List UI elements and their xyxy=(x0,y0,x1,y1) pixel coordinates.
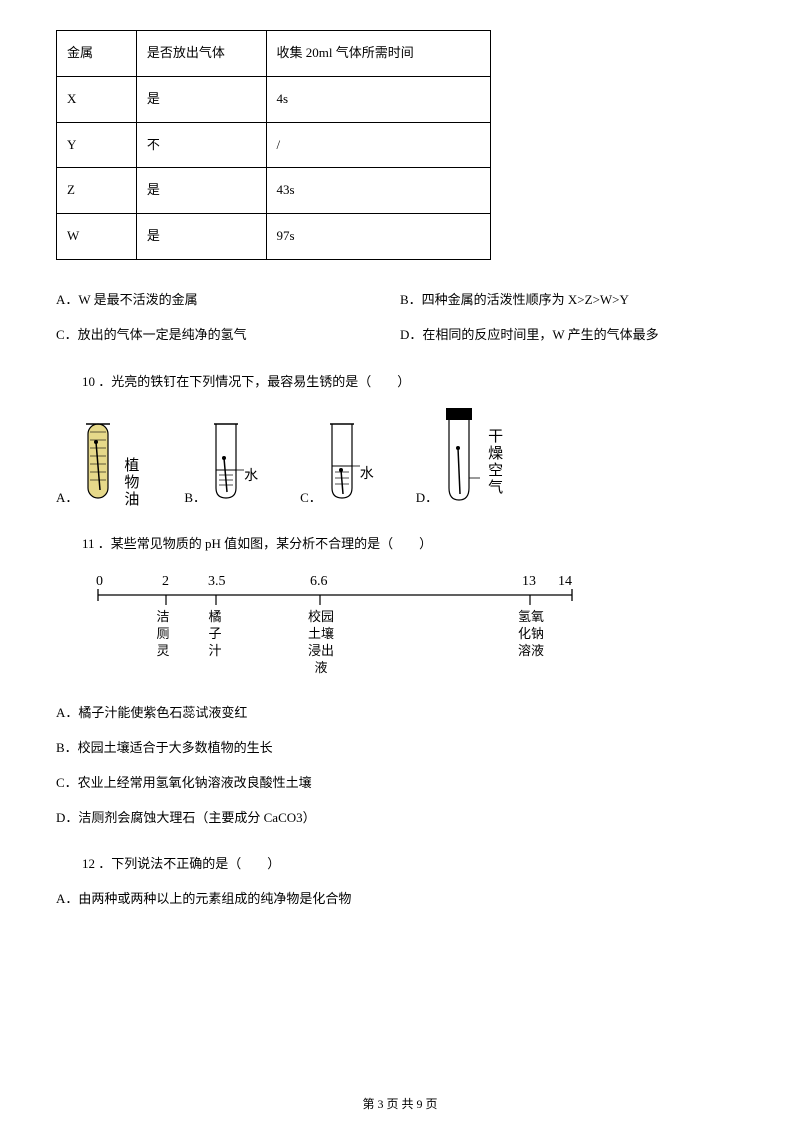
ph-label-naoh: 氢氧化钠溶液 xyxy=(510,609,552,660)
th-gas: 是否放出气体 xyxy=(136,31,266,77)
q10-images: A． 植物油 B． 水 xyxy=(56,408,744,508)
q10-label-c: C． xyxy=(300,488,322,509)
q10-d-side-label: 干燥空气 xyxy=(482,428,506,496)
table-row: X 是 4s xyxy=(57,76,491,122)
ph-labels-row: 洁厕灵 橘子汁 校园土壤浸出液 氢氧化钠溶液 xyxy=(96,609,576,689)
q9-option-c: C．放出的气体一定是纯净的氢气 xyxy=(56,325,400,346)
ph-label-orange: 橘子汁 xyxy=(206,609,224,660)
ph-label-soil: 校园土壤浸出液 xyxy=(300,609,342,677)
q11-option-c: C．农业上经常用氢氧化钠溶液改良酸性土壤 xyxy=(56,773,744,794)
q11-option-a: A．橘子汁能使紫色石蕊试液变红 xyxy=(56,703,744,724)
q11-text: 11 ．某些常见物质的 pH 值如图，某分析不合理的是（ ） xyxy=(56,534,744,555)
q10-label-a: A． xyxy=(56,488,78,509)
q10-a-side-label: 植物油 xyxy=(118,457,142,508)
th-time: 收集 20ml 气体所需时间 xyxy=(266,31,490,77)
metal-gas-table: 金属 是否放出气体 收集 20ml 气体所需时间 X 是 4s Y 不 / Z … xyxy=(56,30,491,260)
ph-scale: 0 2 3.5 6.6 13 14 洁厕灵 橘子汁 校园土壤浸出液 氢氧化钠溶液 xyxy=(96,571,744,689)
test-tube-c-icon xyxy=(326,422,360,508)
q11-option-b: B．校园土壤适合于大多数植物的生长 xyxy=(56,738,744,759)
table-row: Y 不 / xyxy=(57,122,491,168)
test-tube-b-icon xyxy=(210,422,244,508)
q9-options-row1: A．W 是最不活泼的金属 B．四种金属的活泼性顺序为 X>Z>W>Y xyxy=(56,290,744,311)
q11-option-d: D．洁厕剂会腐蚀大理石（主要成分 CaCO3） xyxy=(56,808,744,829)
table-row: W 是 97s xyxy=(57,214,491,260)
test-tube-a-icon xyxy=(82,422,116,508)
q12-text: 12 ．下列说法不正确的是（ ） xyxy=(56,854,744,875)
q10-text: 10 ．光亮的铁钉在下列情况下，最容易生锈的是（ ） xyxy=(56,372,744,393)
q9-option-d: D．在相同的反应时间里，W 产生的气体最多 xyxy=(400,325,744,346)
q9-option-b: B．四种金属的活泼性顺序为 X>Z>W>Y xyxy=(400,290,744,311)
table-row: Z 是 43s xyxy=(57,168,491,214)
ph-label-toilet: 洁厕灵 xyxy=(154,609,172,660)
page-footer: 第 3 页 共 9 页 xyxy=(0,1095,800,1114)
q10-option-d-figure: D． 干燥空气 xyxy=(416,408,506,508)
q9-options-row2: C．放出的气体一定是纯净的氢气 D．在相同的反应时间里，W 产生的气体最多 xyxy=(56,325,744,346)
q10-label-d: D． xyxy=(416,488,438,509)
test-tube-d-icon xyxy=(442,408,480,508)
q10-option-a-figure: A． 植物油 xyxy=(56,422,142,508)
q10-option-c-figure: C． 水 xyxy=(300,422,374,508)
q10-label-b: B． xyxy=(184,488,206,509)
q9-option-a: A．W 是最不活泼的金属 xyxy=(56,290,400,311)
q10-b-side-label: 水 xyxy=(244,466,258,488)
ph-axis xyxy=(96,589,576,609)
q12-option-a: A．由两种或两种以上的元素组成的纯净物是化合物 xyxy=(56,889,744,910)
ph-numbers-row: 0 2 3.5 6.6 13 14 xyxy=(96,571,576,589)
q10-option-b-figure: B． 水 xyxy=(184,422,258,508)
table-header-row: 金属 是否放出气体 收集 20ml 气体所需时间 xyxy=(57,31,491,77)
q10-c-side-label: 水 xyxy=(360,464,374,486)
th-metal: 金属 xyxy=(57,31,137,77)
